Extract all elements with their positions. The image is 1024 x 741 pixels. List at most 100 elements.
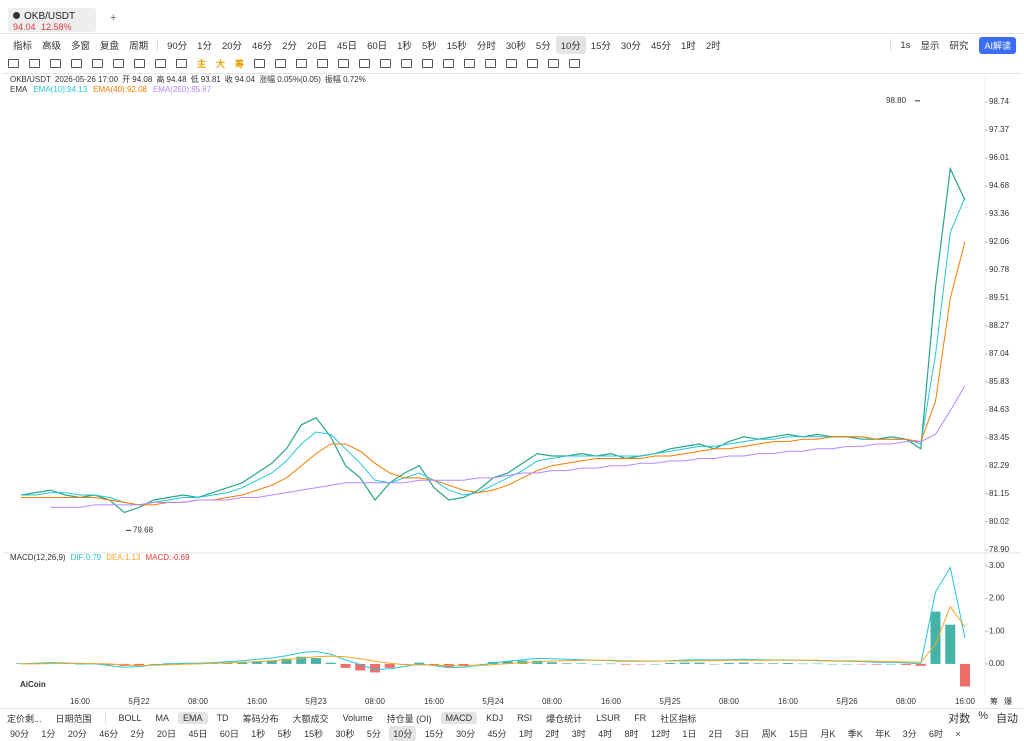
draw-tool-icon[interactable] xyxy=(317,58,329,68)
indicator-button[interactable]: Volume xyxy=(342,713,373,723)
period-button[interactable]: 20日 xyxy=(306,41,327,52)
toolbar-button[interactable]: 显示 xyxy=(920,41,940,52)
period-button[interactable]: 30分 xyxy=(620,41,641,52)
ai-button[interactable]: AI解读 xyxy=(979,36,1016,54)
period-button[interactable]: 90分 xyxy=(167,41,188,52)
period-button[interactable]: 45日 xyxy=(336,41,358,52)
indicator-button[interactable]: MACD xyxy=(440,712,478,724)
period-button[interactable]: 季K xyxy=(847,729,863,739)
period-button[interactable]: 20分 xyxy=(221,41,243,52)
draw-tool-icon[interactable] xyxy=(569,58,581,68)
period-button[interactable]: 10分 xyxy=(389,726,417,741)
period-button[interactable]: 1时 xyxy=(518,729,533,739)
period-button[interactable]: 月K xyxy=(820,729,836,739)
period-button[interactable]: 20分 xyxy=(67,729,87,739)
draw-tool-icon[interactable] xyxy=(464,58,476,68)
draw-tool-icon[interactable] xyxy=(506,58,518,68)
draw-tool-icon[interactable] xyxy=(422,58,434,68)
period-button[interactable]: 30分 xyxy=(456,729,476,739)
period-button[interactable]: 8时 xyxy=(624,729,639,739)
draw-tool-icon[interactable] xyxy=(548,58,560,68)
indicator-button[interactable]: 爆仓统计 xyxy=(546,713,583,724)
draw-tool-icon[interactable] xyxy=(50,58,61,68)
indicator-button[interactable]: LSUR xyxy=(596,713,621,723)
period-button[interactable]: 5分 xyxy=(535,41,551,52)
period-button[interactable]: 2时 xyxy=(545,729,560,739)
draw-tool-icon[interactable] xyxy=(485,58,497,68)
draw-tool-icon[interactable] xyxy=(401,58,413,68)
draw-tool-icon[interactable] xyxy=(296,58,308,68)
period-button[interactable]: 20日 xyxy=(157,729,177,739)
indicator-button[interactable]: KDJ xyxy=(486,713,504,723)
draw-tool[interactable]: 主 xyxy=(197,58,207,69)
toolbar-button[interactable]: 研究 xyxy=(949,41,969,52)
draw-tool-icon[interactable] xyxy=(8,58,19,68)
period-button[interactable]: 5分 xyxy=(366,729,381,739)
period-button[interactable]: 45日 xyxy=(188,729,208,739)
period-button[interactable]: 4时 xyxy=(598,729,613,739)
draw-tool-icon[interactable] xyxy=(71,58,82,68)
period-button[interactable]: 1时 xyxy=(681,41,696,52)
period-button[interactable]: 12时 xyxy=(650,729,670,739)
draw-tool[interactable]: 筹 xyxy=(235,58,245,69)
draw-tool[interactable]: 大 xyxy=(216,58,226,69)
toolbar-button[interactable]: 1s xyxy=(900,39,911,51)
period-button[interactable]: 6时 xyxy=(929,729,944,739)
draw-tool-icon[interactable] xyxy=(359,58,371,68)
indicator-button[interactable]: 大额成交 xyxy=(292,713,329,724)
draw-tool-icon[interactable] xyxy=(254,58,266,68)
period-button[interactable]: 10分 xyxy=(555,36,586,54)
period-button[interactable]: 15分 xyxy=(424,729,444,739)
period-button[interactable]: 2日 xyxy=(708,729,723,739)
symbol-tab[interactable]: OKB/USDT 94.04 12.58% xyxy=(8,8,96,32)
period-button[interactable]: 90分 xyxy=(10,729,30,739)
draw-tool-icon[interactable] xyxy=(527,58,539,68)
period-button[interactable]: 分时 xyxy=(476,41,496,52)
period-button[interactable]: 15秒 xyxy=(304,729,324,739)
period-button[interactable]: × xyxy=(955,728,961,739)
tool-button[interactable]: 周期 xyxy=(129,41,149,52)
period-button[interactable]: 1秒 xyxy=(397,41,412,52)
period-button[interactable]: 3时 xyxy=(571,729,586,739)
period-button[interactable]: 1分 xyxy=(197,41,212,52)
tool-button[interactable]: 复盘 xyxy=(100,41,120,52)
period-button[interactable]: 1日 xyxy=(682,729,697,739)
tool-button[interactable]: 指标 xyxy=(13,41,33,52)
period-button[interactable]: 3日 xyxy=(735,729,750,739)
period-button[interactable]: 年K xyxy=(875,729,891,739)
period-button[interactable]: 46分 xyxy=(252,41,273,52)
tool-button[interactable]: 高级 xyxy=(42,41,62,52)
period-button[interactable]: 5秒 xyxy=(277,729,292,739)
draw-tool-icon[interactable] xyxy=(176,58,187,68)
draw-tool-icon[interactable] xyxy=(443,58,455,68)
period-button[interactable]: 45分 xyxy=(650,41,672,52)
scale-option[interactable]: % xyxy=(978,710,988,722)
draw-tool-icon[interactable] xyxy=(338,58,350,68)
period-button[interactable]: 30秒 xyxy=(335,729,355,739)
indicator-button[interactable]: 持仓量 (OI) xyxy=(386,713,432,724)
draw-tool-icon[interactable] xyxy=(113,58,124,68)
indicator-button[interactable]: 社区指标 xyxy=(660,713,697,724)
period-button[interactable]: 45分 xyxy=(487,729,507,739)
period-button[interactable]: 60日 xyxy=(367,41,388,52)
period-button[interactable]: 2时 xyxy=(705,41,721,52)
bar-button[interactable]: 日期范围 xyxy=(55,713,92,724)
bar-button[interactable]: 定价剩... xyxy=(7,713,42,724)
draw-tool-icon[interactable] xyxy=(29,58,40,68)
draw-tool-icon[interactable] xyxy=(275,58,287,68)
add-tab[interactable]: + xyxy=(110,12,117,24)
scale-option[interactable]: 对数 xyxy=(948,713,971,725)
period-button[interactable]: 3分 xyxy=(902,729,917,739)
period-button[interactable]: 15秒 xyxy=(446,41,467,52)
scale-option[interactable]: 自动 xyxy=(996,713,1018,725)
indicator-button[interactable]: TD xyxy=(216,713,229,723)
period-button[interactable]: 周K xyxy=(761,729,777,739)
indicator-button[interactable]: 筹码分布 xyxy=(242,713,279,724)
period-button[interactable]: 1分 xyxy=(41,729,56,739)
period-button[interactable]: 15分 xyxy=(590,41,611,52)
draw-tool-icon[interactable] xyxy=(92,58,103,68)
draw-tool-icon[interactable] xyxy=(155,58,166,68)
period-button[interactable]: 60日 xyxy=(219,729,239,739)
draw-tool-icon[interactable] xyxy=(380,58,392,68)
indicator-button[interactable]: EMA xyxy=(178,712,208,724)
